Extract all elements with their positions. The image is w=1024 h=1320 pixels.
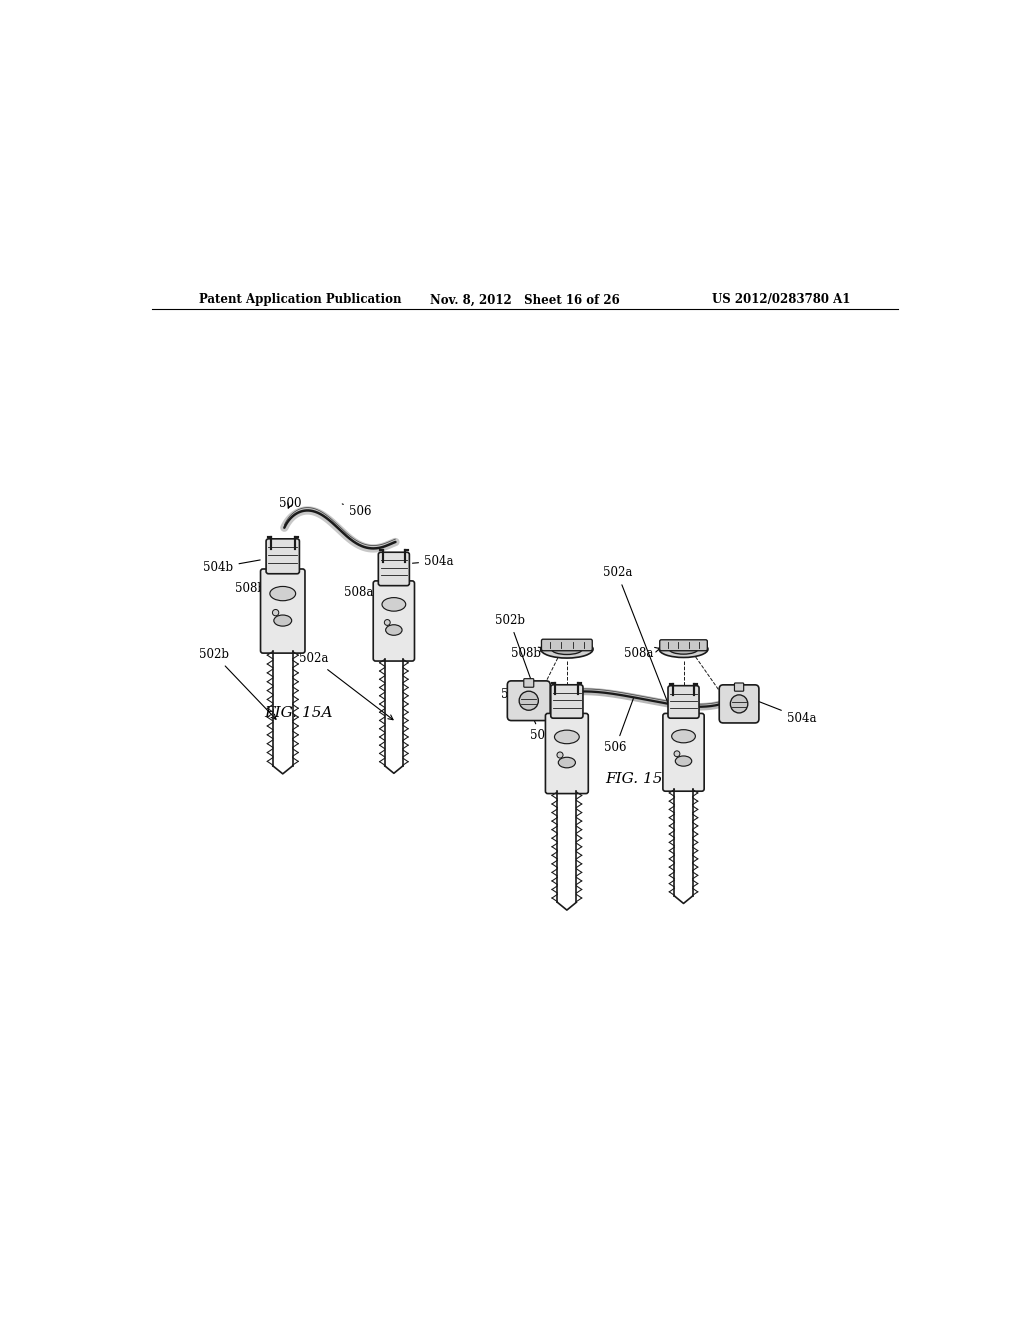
Ellipse shape [386,624,402,635]
Ellipse shape [541,640,593,659]
FancyBboxPatch shape [542,639,592,651]
FancyBboxPatch shape [663,713,705,791]
Ellipse shape [659,640,708,657]
FancyBboxPatch shape [260,569,305,653]
Text: 504a: 504a [413,554,454,568]
Ellipse shape [730,694,748,713]
Text: US 2012/0283780 A1: US 2012/0283780 A1 [712,293,850,306]
Text: 502a: 502a [602,566,690,760]
Circle shape [674,751,680,756]
Circle shape [272,610,279,616]
FancyBboxPatch shape [551,685,583,718]
FancyBboxPatch shape [659,640,708,651]
Text: 500: 500 [523,697,552,742]
Text: 504a: 504a [752,698,816,725]
Text: 508b: 508b [236,582,284,595]
Text: 508a: 508a [344,586,385,599]
Ellipse shape [672,730,695,743]
Circle shape [384,619,390,626]
FancyBboxPatch shape [524,678,534,688]
Circle shape [557,752,563,758]
Text: 504b: 504b [204,560,260,574]
Ellipse shape [554,730,580,743]
Text: Nov. 8, 2012   Sheet 16 of 26: Nov. 8, 2012 Sheet 16 of 26 [430,293,620,306]
FancyBboxPatch shape [266,539,299,574]
Text: 508a: 508a [624,647,659,660]
Text: FIG. 15A: FIG. 15A [264,706,333,719]
Ellipse shape [270,586,296,601]
Ellipse shape [519,692,539,710]
Text: 508b: 508b [511,647,544,660]
Ellipse shape [669,644,698,655]
FancyBboxPatch shape [373,581,415,661]
FancyBboxPatch shape [507,681,550,721]
Ellipse shape [675,756,692,766]
FancyBboxPatch shape [668,685,699,718]
Ellipse shape [558,758,575,768]
Ellipse shape [273,615,292,626]
Text: FIG. 15B: FIG. 15B [605,772,674,787]
FancyBboxPatch shape [719,685,759,723]
Text: 506: 506 [604,698,634,754]
Text: 502b: 502b [200,648,276,719]
Text: 504b: 504b [501,688,531,709]
Text: 500: 500 [279,498,301,511]
Text: 502b: 502b [495,614,552,735]
Text: Patent Application Publication: Patent Application Publication [200,293,402,306]
Ellipse shape [551,644,583,655]
FancyBboxPatch shape [546,713,588,793]
Text: 502a: 502a [299,652,393,719]
FancyBboxPatch shape [378,552,410,586]
Text: 506: 506 [342,504,371,519]
FancyBboxPatch shape [734,682,743,692]
Ellipse shape [382,598,406,611]
